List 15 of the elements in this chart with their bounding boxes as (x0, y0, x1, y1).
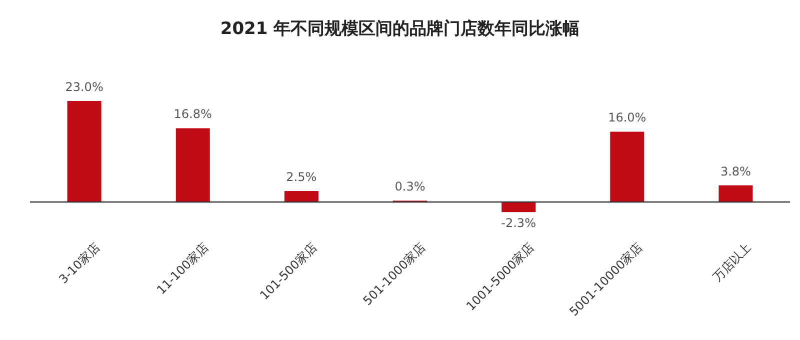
bar (718, 185, 753, 202)
bar (284, 191, 318, 202)
bar (67, 101, 102, 202)
chart-title: 2021 年不同规模区间的品牌门店数年同比涨幅 (220, 19, 580, 39)
data-label: 16.8% (174, 107, 212, 122)
data-label: 3.8% (720, 164, 751, 178)
bar (610, 132, 644, 202)
data-label: 2.5% (286, 170, 317, 184)
data-label: 23.0% (65, 80, 104, 94)
data-label: 16.0% (608, 110, 646, 125)
bar (502, 202, 536, 212)
data-label: 0.3% (394, 180, 426, 194)
bar (176, 128, 210, 202)
data-label: -2.3% (501, 216, 536, 230)
x-tick-label: 万店以上 (710, 240, 754, 284)
